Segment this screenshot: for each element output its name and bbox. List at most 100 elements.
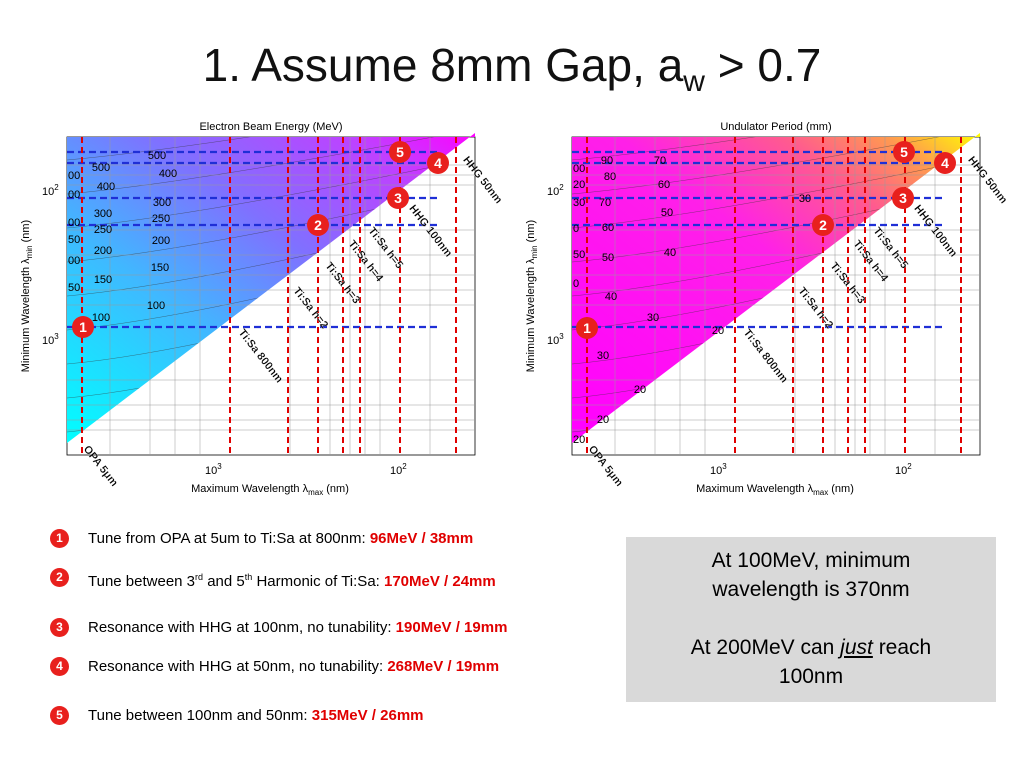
contour-label: 40: [605, 291, 617, 303]
legend-marker-2: 2: [50, 568, 69, 587]
contour-label-edge: 50: [68, 234, 80, 246]
marker-circle: [387, 187, 409, 209]
marker-number: 3: [394, 190, 402, 206]
title-subscript: w: [683, 65, 705, 98]
contour-line: [572, 133, 980, 161]
legend-text-4: Resonance with HHG at 50nm, no tunabilit…: [88, 658, 500, 675]
legend-value-4: 268MeV / 19mm: [387, 658, 500, 675]
marker-badge: 5: [389, 141, 411, 163]
contour-label: 150: [94, 274, 112, 286]
contour-label: 90: [601, 155, 613, 167]
contour-label: 20: [712, 325, 724, 337]
contour-label: 60: [602, 222, 614, 234]
y-tick-label: 102: [547, 183, 564, 198]
legend-text-5: Tune between 100nm and 50nm: 315MeV / 26…: [88, 707, 424, 724]
contour-label: 20: [597, 414, 609, 426]
marker-number: 5: [900, 144, 908, 160]
contour-label-edge: 50: [573, 249, 585, 261]
chart-title: Undulator Period (mm): [720, 121, 831, 133]
legend-marker-3: 3: [50, 618, 69, 637]
contour-label: 50: [602, 252, 614, 264]
contour-label-edge: 0: [573, 278, 579, 290]
title-rest: > 0.7: [704, 39, 822, 91]
legend-value-1: 96MeV / 38mm: [369, 530, 474, 547]
legend-marker-5: 5: [50, 706, 69, 725]
title-main: 1. Assume 8mm Gap, a: [202, 39, 684, 91]
marker-badge: 2: [307, 214, 329, 236]
x-tick-label: 102: [390, 462, 407, 477]
slide-title: 1. Assume 8mm Gap, aw > 0.7: [0, 38, 1024, 99]
contour-label-edge: 00: [68, 189, 80, 201]
legend-value-5: 315MeV / 26mm: [311, 707, 424, 724]
contour-label-edge: 20: [573, 434, 585, 446]
legend-value-2: 170MeV / 24mm: [384, 573, 496, 590]
marker-circle: [892, 187, 914, 209]
marker-badge: 3: [387, 187, 409, 209]
marker-badge: 3: [892, 187, 914, 209]
marker-circle: [812, 214, 834, 236]
marker-badge: 1: [576, 317, 598, 339]
y-axis-label: Minimum Wavelength λmin (nm): [525, 220, 539, 372]
contour-line: [67, 133, 475, 161]
contour-label-edge: 50: [68, 282, 80, 294]
note-box: At 100MeV, minimum wavelength is 370nm At…: [626, 537, 996, 702]
x-axis-label: Maximum Wavelength λmax (nm): [696, 483, 854, 497]
marker-number: 3: [899, 190, 907, 206]
contour-label: 70: [654, 155, 666, 167]
marker-circle: [893, 141, 915, 163]
marker-circle: [389, 141, 411, 163]
marker-circle: [576, 317, 598, 339]
legend-text-1: Tune from OPA at 5um to Ti:Sa at 800nm: …: [88, 530, 474, 547]
y-tick-label: 102: [42, 183, 59, 198]
contour-label: 250: [94, 224, 112, 236]
marker-number: 4: [434, 155, 442, 171]
contour-label-edge: 00: [68, 170, 80, 182]
legend-marker-4: 4: [50, 657, 69, 676]
contour-label: 40: [664, 247, 676, 259]
y-tick-label: 103: [42, 332, 59, 347]
y-tick-label: 103: [547, 332, 564, 347]
marker-badge: 1: [72, 316, 94, 338]
note-paragraph-2: At 200MeV can just reach 100nm: [690, 636, 932, 688]
marker-number: 4: [941, 155, 949, 171]
contour-label: 30: [799, 193, 811, 205]
contour-label: 80: [604, 171, 616, 183]
marker-badge: 4: [427, 152, 449, 174]
chart-title: Electron Beam Energy (MeV): [199, 121, 342, 133]
x-tick-label: 103: [205, 462, 222, 477]
contour-label: 250: [152, 213, 170, 225]
contour-label: 500: [148, 150, 166, 162]
contour-label: 50: [661, 207, 673, 219]
contour-label: 200: [94, 245, 112, 257]
note-paragraph-1: At 100MeV, minimum wavelength is 370nm: [711, 549, 911, 601]
contour-label-edge: 30: [573, 197, 585, 209]
marker-circle: [427, 152, 449, 174]
x-tick-label: 102: [895, 462, 912, 477]
x-axis-label: Maximum Wavelength λmax (nm): [191, 483, 349, 497]
marker-badge: 5: [893, 141, 915, 163]
contour-label-edge: 00: [573, 163, 585, 175]
marker-number: 1: [583, 320, 591, 336]
y-axis-label: Minimum Wavelength λmin (nm): [20, 220, 34, 372]
filled-region: [572, 133, 980, 443]
marker-number: 5: [396, 144, 404, 160]
filled-region: [67, 133, 475, 443]
contour-label: 300: [153, 197, 171, 209]
marker-badge: 2: [812, 214, 834, 236]
contour-label: 400: [159, 168, 177, 180]
grid: [572, 137, 980, 455]
legend-text-3: Resonance with HHG at 100nm, no tunabili…: [88, 619, 508, 636]
legend-text-2: Tune between 3rd and 5th Harmonic of Ti:…: [88, 572, 496, 590]
contour-label: 70: [599, 197, 611, 209]
legend-marker-1: 1: [50, 529, 69, 548]
x-tick-label: 103: [710, 462, 727, 477]
marker-circle: [307, 214, 329, 236]
marker-circle: [934, 152, 956, 174]
legend-value-3: 190MeV / 19mm: [395, 619, 508, 636]
contour-label: 100: [92, 312, 110, 324]
contour-label-edge: 00: [68, 217, 80, 229]
contour-label: 200: [152, 235, 170, 247]
contour-label: 20: [634, 384, 646, 396]
contour-label: 150: [151, 262, 169, 274]
